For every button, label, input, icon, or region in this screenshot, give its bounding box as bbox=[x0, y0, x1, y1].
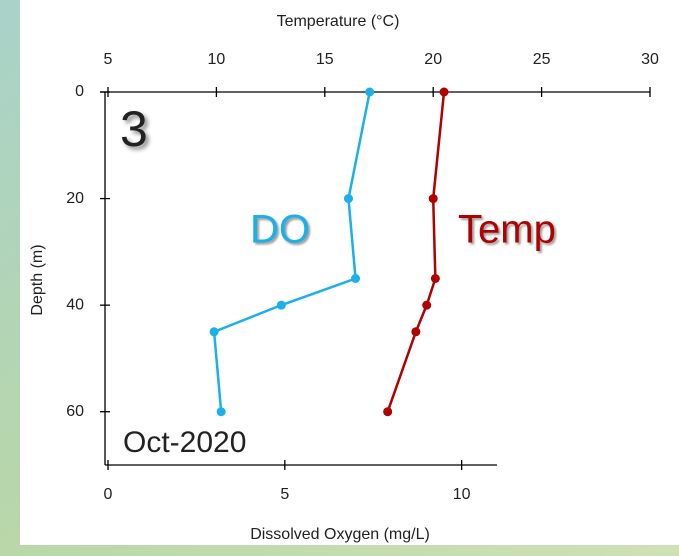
profile-point bbox=[440, 88, 449, 97]
x-tick-label: 10 bbox=[453, 486, 471, 503]
panel-number: 3 bbox=[120, 101, 148, 157]
date-label: Oct-2020 bbox=[123, 426, 246, 459]
profile-point bbox=[411, 327, 420, 336]
x2-tick-label: 10 bbox=[208, 51, 226, 68]
chart: Temperature (°C) Dissolved Oxygen (mg/L)… bbox=[0, 0, 679, 556]
y-tick-label: 40 bbox=[66, 296, 84, 313]
x2-tick-label: 5 bbox=[104, 51, 113, 68]
y-tick-label: 20 bbox=[66, 190, 84, 207]
y-axis-label: Depth (m) bbox=[29, 244, 46, 315]
chart-panel bbox=[20, 0, 679, 545]
y-tick-label: 0 bbox=[75, 83, 84, 100]
profile-point bbox=[217, 407, 226, 416]
x2-tick-label: 25 bbox=[533, 51, 551, 68]
profile-point bbox=[365, 88, 374, 97]
profile-point bbox=[429, 194, 438, 203]
profile-point bbox=[210, 327, 219, 336]
profile-point bbox=[351, 274, 360, 283]
x-axis-label: Dissolved Oxygen (mg/L) bbox=[250, 526, 430, 543]
x-tick-label: 5 bbox=[280, 486, 289, 503]
profile-point bbox=[277, 301, 286, 310]
x2-tick-label: 30 bbox=[641, 51, 659, 68]
y-tick-label: 60 bbox=[66, 403, 84, 420]
x2-axis-label: Temperature (°C) bbox=[277, 13, 400, 30]
series-label: DO bbox=[250, 208, 310, 252]
x2-tick-label: 15 bbox=[316, 51, 334, 68]
profile-point bbox=[383, 407, 392, 416]
x2-tick-label: 20 bbox=[424, 51, 442, 68]
profile-point bbox=[422, 301, 431, 310]
series-label: Temp bbox=[458, 208, 556, 252]
profile-point bbox=[431, 274, 440, 283]
profile-point bbox=[344, 194, 353, 203]
x-tick-label: 0 bbox=[104, 486, 113, 503]
